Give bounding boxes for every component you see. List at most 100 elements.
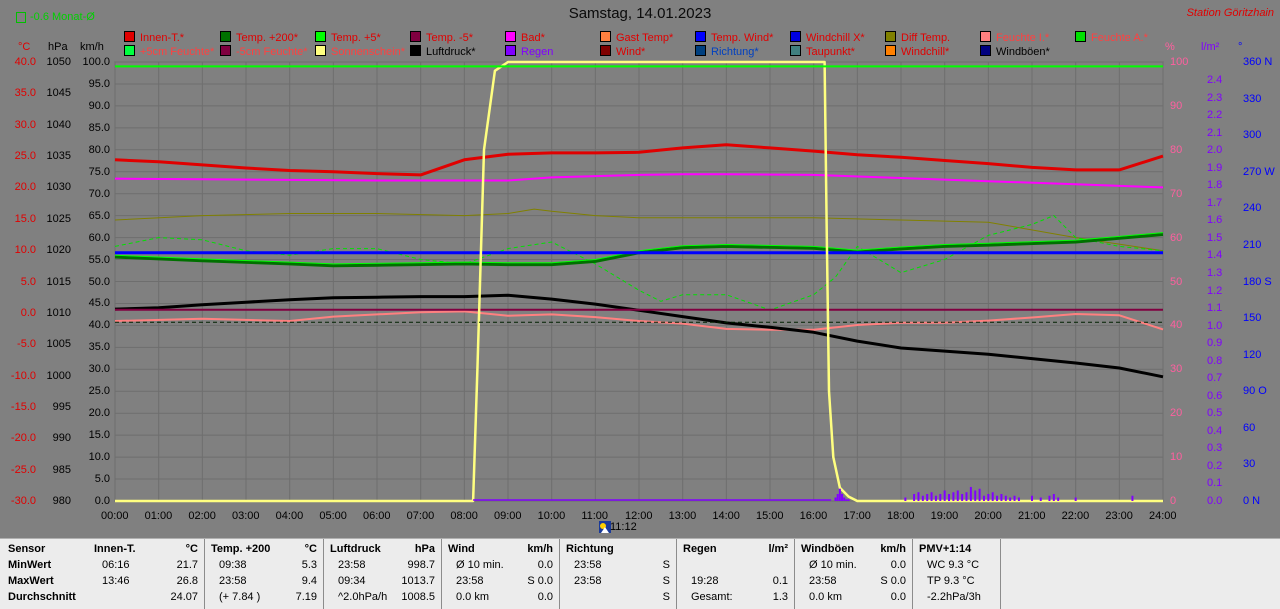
legend-item[interactable]: Windchill*: [885, 45, 949, 59]
legend-item[interactable]: Wind*: [600, 45, 645, 59]
y-tick-kmh: 65.0: [88, 209, 110, 222]
stats-cell-label: 23:58: [338, 559, 366, 571]
y-tick-kmh: 45.0: [88, 297, 110, 310]
legend-item[interactable]: Luftdruck*: [410, 45, 476, 59]
axis-header-pct: %: [1165, 41, 1175, 53]
y-tick-direction: 300: [1243, 129, 1262, 142]
y-tick-kmh: 35.0: [88, 341, 110, 354]
statistics-panel: Sensor MinWert MaxWert Durchschnitt Innen-T.…: [0, 538, 1280, 609]
stats-column-header: Richtung: [566, 543, 614, 555]
legend-item[interactable]: Temp. +200*: [220, 31, 298, 45]
y-tick-rain: 1.0: [1207, 319, 1223, 332]
legend-item[interactable]: Regen: [505, 45, 553, 59]
y-tick-direction: 180 S: [1243, 275, 1272, 288]
y-tick-kmh: 85.0: [88, 121, 110, 134]
y-tick-pct: 80: [1170, 143, 1183, 156]
y-tick-rain: 1.8: [1207, 179, 1223, 192]
legend-item[interactable]: Feuchte A.*: [1075, 31, 1148, 45]
y-tick-temp: 35.0: [14, 87, 36, 100]
average-toggle-label[interactable]: -0.6 Monat-Ø: [30, 11, 95, 23]
legend-item[interactable]: -5cm Feuchte*: [220, 45, 308, 59]
y-tick-pct: 100: [1170, 56, 1189, 68]
y-tick-rain: 0.1: [1207, 477, 1223, 490]
legend-item[interactable]: Temp. -5*: [410, 31, 473, 45]
legend-item[interactable]: Windchill X*: [790, 31, 865, 45]
legend-item[interactable]: Gast Temp*: [600, 31, 673, 45]
y-tick-kmh: 5.0: [94, 473, 110, 486]
legend-label: Taupunkt*: [806, 46, 855, 58]
x-tick: 19:00: [930, 510, 959, 522]
sunrise-time: 11:12: [610, 521, 637, 533]
legend-item[interactable]: +5cm Feuchte*: [124, 45, 214, 59]
y-tick-hpa: 1045: [46, 87, 71, 100]
legend-label: Temp. +200*: [236, 32, 299, 44]
stats-row-label: MinWert: [8, 559, 52, 571]
y-tick-temp: 5.0: [20, 275, 36, 288]
chart-canvas: [114, 60, 1164, 503]
x-tick: 23:00: [1105, 510, 1133, 522]
y-tick-kmh: 70.0: [88, 187, 110, 200]
y-tick-temp: -10.0: [10, 369, 36, 382]
y-tick-hpa: 1020: [46, 244, 71, 257]
y-tick-rain: 2.1: [1207, 126, 1223, 139]
y-tick-kmh: 90.0: [88, 99, 110, 112]
legend-swatch: [790, 31, 801, 42]
y-tick-rain: 0.5: [1207, 407, 1223, 420]
legend-swatch: [124, 31, 135, 42]
legend-item[interactable]: Windböen*: [980, 45, 1050, 59]
axis-header-kmh: km/h: [80, 41, 104, 53]
stats-column-divider: [795, 539, 913, 609]
stats-cell-value: 21.7: [176, 559, 198, 571]
average-toggle-checkbox[interactable]: [16, 12, 26, 23]
y-tick-rain: 1.9: [1207, 161, 1223, 174]
legend-label: Windböen*: [996, 46, 1050, 58]
legend-swatch: [885, 31, 896, 42]
legend-swatch: [410, 31, 421, 42]
y-tick-hpa: 990: [52, 432, 71, 445]
y-tick-pct: 60: [1170, 231, 1183, 244]
stats-cell-value: 0.0: [537, 559, 553, 571]
legend-item[interactable]: Richtung*: [695, 45, 759, 59]
y-tick-hpa: 1040: [46, 118, 71, 131]
stats-cell-label: Gesamt:: [691, 591, 733, 603]
y-tick-pct: 40: [1170, 319, 1183, 332]
stats-cell-label: 0.0 km: [809, 591, 843, 603]
legend-item[interactable]: Taupunkt*: [790, 45, 855, 59]
stats-column-header: Luftdruck: [330, 543, 381, 555]
legend-swatch: [315, 31, 326, 42]
stats-cell-value: S: [662, 559, 670, 571]
legend-item[interactable]: Feuchte I.*: [980, 31, 1049, 45]
legend-item[interactable]: Temp. +5*: [315, 31, 381, 45]
stats-cell-label: 13:46: [102, 575, 130, 587]
x-tick: 21:00: [1018, 510, 1046, 522]
legend-label: Temp. Wind*: [711, 32, 774, 44]
legend-label: Gast Temp*: [616, 32, 674, 44]
legend-item[interactable]: Bad*: [505, 31, 545, 45]
stats-cell-label: (+ 7.84 ): [219, 591, 261, 603]
legend-item[interactable]: Diff Temp.: [885, 31, 950, 45]
axis-header-hpa: hPa: [48, 41, 68, 53]
legend-swatch: [505, 45, 516, 56]
legend-item[interactable]: Temp. Wind*: [695, 31, 773, 45]
y-tick-kmh: 0.0: [94, 495, 110, 507]
y-tick-rain: 0.0: [1207, 495, 1223, 507]
stats-cell-value: S: [662, 575, 670, 587]
legend-swatch: [410, 45, 421, 56]
legend-label: Luftdruck*: [426, 46, 476, 58]
legend-label: Wind*: [616, 46, 646, 58]
y-tick-temp: 40.0: [14, 56, 36, 68]
y-tick-rain: 1.4: [1207, 249, 1223, 262]
legend-label: Feuchte A.*: [1091, 32, 1148, 44]
legend-swatch: [505, 31, 516, 42]
stats-column-unit: km/h: [880, 543, 906, 555]
x-tick: 22:00: [1061, 510, 1090, 522]
legend-item[interactable]: Sonnenschein*: [315, 45, 405, 59]
stats-cell-label: 09:38: [219, 559, 247, 571]
y-tick-direction: 270 W: [1243, 165, 1275, 178]
legend-label: Diff Temp.: [901, 32, 951, 44]
y-tick-temp: -30.0: [10, 495, 36, 507]
chart-title: Samstag, 14.01.2023: [568, 5, 712, 22]
legend-label: Richtung*: [711, 46, 759, 58]
y-tick-temp: 30.0: [14, 118, 36, 131]
legend-item[interactable]: Innen-T.*: [124, 31, 184, 45]
